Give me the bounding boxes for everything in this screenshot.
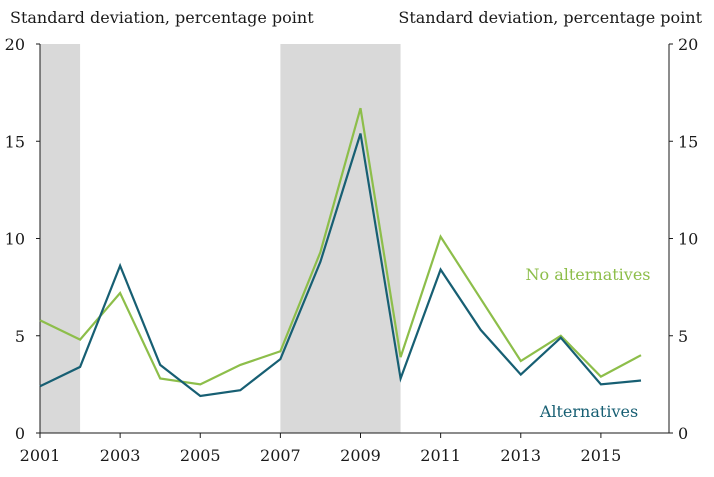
x-tick-label: 2003 bbox=[100, 446, 141, 465]
shaded-period-0 bbox=[40, 44, 81, 433]
left-y-tick-label: 0 bbox=[15, 424, 25, 443]
left-y-tick-label: 20 bbox=[5, 35, 25, 54]
right-y-tick-label: 5 bbox=[678, 327, 688, 346]
right-y-tick-label: 10 bbox=[678, 230, 698, 249]
x-tick-label: 2009 bbox=[340, 446, 381, 465]
right-y-axis: 0 5 10 15 20 bbox=[669, 35, 698, 443]
series-label-alternatives: Alternatives bbox=[539, 402, 638, 421]
x-tick-label: 2011 bbox=[420, 446, 461, 465]
series-line-0 bbox=[39, 107, 642, 386]
right-y-tick-label: 0 bbox=[678, 424, 688, 443]
x-tick-label: 2005 bbox=[180, 446, 221, 465]
right-axis-title: Standard deviation, percentage point bbox=[398, 8, 702, 27]
left-y-tick-label: 15 bbox=[5, 132, 25, 151]
left-y-tick-label: 5 bbox=[15, 327, 25, 346]
x-tick-label: 2007 bbox=[260, 446, 301, 465]
x-tick-label: 2015 bbox=[581, 446, 622, 465]
right-y-tick-label: 20 bbox=[678, 35, 698, 54]
right-y-tick-label: 15 bbox=[678, 132, 698, 151]
left-y-axis: 0 5 10 15 20 bbox=[5, 35, 40, 443]
series-lines bbox=[39, 107, 642, 398]
series-label-no-alternatives: No alternatives bbox=[525, 265, 650, 284]
series-line-1 bbox=[39, 133, 642, 398]
left-axis-title: Standard deviation, percentage point bbox=[10, 8, 314, 27]
x-tick-label: 2001 bbox=[20, 446, 61, 465]
x-tick-label: 2013 bbox=[500, 446, 541, 465]
left-y-tick-label: 10 bbox=[5, 230, 25, 249]
x-axis: 2001 2003 2005 2007 2009 2011 2013 2015 bbox=[20, 433, 622, 465]
